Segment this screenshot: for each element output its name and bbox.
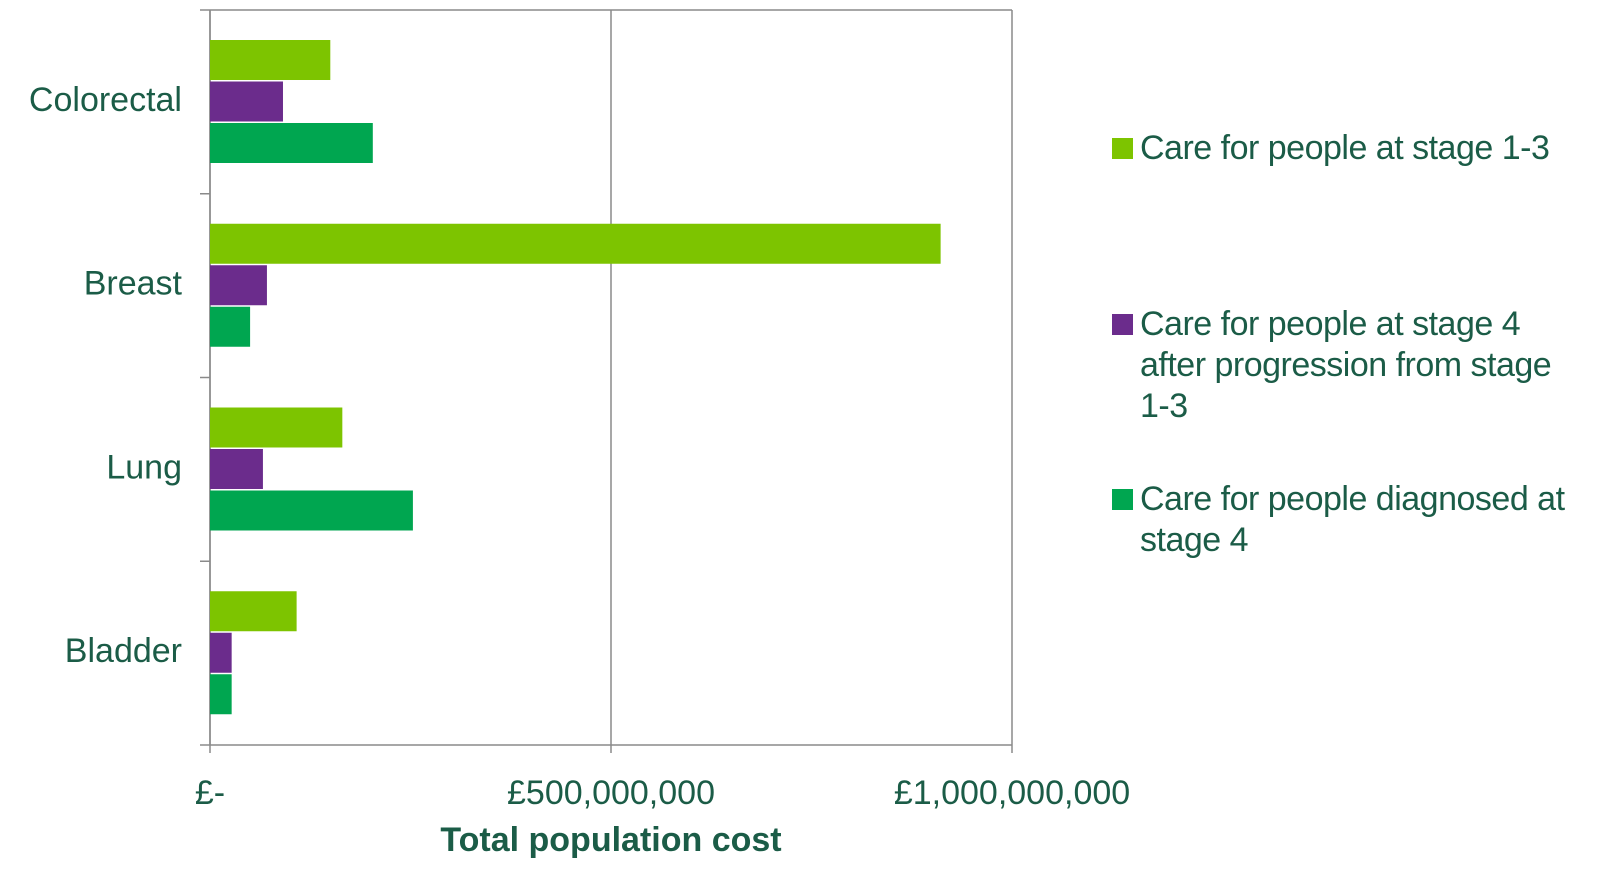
bar — [210, 81, 283, 122]
x-tick-label: £- — [195, 774, 225, 812]
y-tick-label: Bladder — [65, 632, 182, 670]
bar — [210, 591, 297, 632]
bar — [210, 123, 373, 163]
bar — [210, 632, 232, 673]
legend-swatch — [1112, 489, 1133, 510]
legend-label: Care for people at stage 1-3 — [1140, 129, 1550, 167]
legend-item: Care for people at stage 1-3 — [1112, 128, 1572, 169]
x-tick-label: £500,000,000 — [507, 774, 715, 812]
legend-swatch — [1112, 314, 1133, 335]
y-tick-label: Breast — [84, 265, 183, 303]
y-tick-label: Lung — [106, 448, 182, 486]
bar — [210, 449, 263, 489]
x-axis-title: Total population cost — [440, 821, 781, 859]
bar — [210, 40, 331, 80]
bar — [210, 407, 343, 448]
bar — [210, 674, 232, 715]
legend-swatch — [1112, 138, 1133, 159]
bar — [210, 306, 251, 347]
legend-item: Care for people at stage 4 after progres… — [1112, 304, 1572, 427]
bar — [210, 490, 413, 531]
y-tick-label: Colorectal — [29, 81, 182, 119]
bar — [210, 265, 267, 306]
bar — [210, 223, 941, 264]
legend-label: Care for people at stage 4 after progres… — [1140, 305, 1552, 425]
legend-label: Care for people diagnosed at stage 4 — [1140, 480, 1565, 559]
x-tick-label: £1,000,000,000 — [894, 774, 1130, 812]
legend-item: Care for people diagnosed at stage 4 — [1112, 479, 1572, 561]
